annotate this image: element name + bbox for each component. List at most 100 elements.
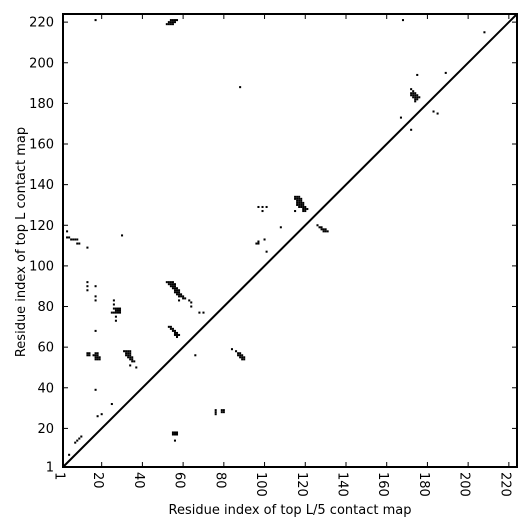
lower-point-26 <box>94 299 97 302</box>
x-tick-label: 80 <box>212 472 227 489</box>
lower-point-148 <box>241 358 244 361</box>
lower-point-125 <box>173 431 176 434</box>
upper-point-19 <box>444 71 447 74</box>
lower-point-149 <box>243 358 246 361</box>
lower-point-5 <box>96 415 99 418</box>
lower-point-195 <box>416 94 419 97</box>
lower-point-11 <box>66 230 69 233</box>
lower-point-112 <box>169 325 172 328</box>
upper-point-29 <box>322 230 325 233</box>
lower-point-103 <box>182 297 185 300</box>
lower-point-98 <box>178 293 181 296</box>
lower-point-3 <box>78 437 81 440</box>
lower-point-90 <box>175 287 179 290</box>
lower-point-133 <box>222 409 225 412</box>
lower-point-8 <box>94 388 97 391</box>
lower-point-154 <box>257 240 260 243</box>
lower-point-119 <box>173 333 176 336</box>
upper-point-31 <box>326 230 329 233</box>
y-axis-label: Residue index of top L contact map <box>14 127 29 357</box>
plot-frame <box>62 13 518 468</box>
lower-point-25 <box>94 295 97 298</box>
y-tick-label: 60 <box>37 341 54 356</box>
lower-point-194 <box>414 94 417 97</box>
lower-point-4 <box>80 435 83 438</box>
lower-point-46 <box>116 307 119 310</box>
lower-point-40 <box>96 358 99 361</box>
contact-points <box>66 19 486 456</box>
lower-point-83 <box>171 283 174 286</box>
lower-point-37 <box>96 356 99 359</box>
lower-point-145 <box>239 356 242 359</box>
lower-point-144 <box>241 354 244 357</box>
lower-point-21 <box>86 281 89 284</box>
lower-point-91 <box>173 289 176 292</box>
upper-point-2 <box>169 23 172 26</box>
x-tick-label: 160 <box>375 472 390 497</box>
lower-point-62 <box>125 352 128 355</box>
x-tick-label: 140 <box>334 472 349 497</box>
lower-point-87 <box>173 285 176 288</box>
lower-point-132 <box>220 409 223 412</box>
x-tick-label: 120 <box>294 472 309 497</box>
lower-point-24 <box>86 289 89 292</box>
lower-point-107 <box>190 301 193 304</box>
x-tick-label: 40 <box>131 472 146 489</box>
lower-point-114 <box>171 327 174 330</box>
lower-point-52 <box>112 311 115 314</box>
lower-point-200 <box>414 98 417 101</box>
lower-point-89 <box>173 287 176 290</box>
lower-point-96 <box>178 291 181 294</box>
lower-point-36 <box>94 356 97 359</box>
lower-point-79 <box>169 281 172 284</box>
lower-point-105 <box>178 299 181 302</box>
lower-point-138 <box>230 348 233 351</box>
lower-point-84 <box>173 283 176 286</box>
lower-point-109 <box>198 311 201 314</box>
lower-point-160 <box>296 195 299 198</box>
x-tick-label: 20 <box>90 472 105 489</box>
upper-point-14 <box>399 116 402 119</box>
x-tick-label: 100 <box>253 472 268 497</box>
lower-point-56 <box>114 315 117 318</box>
y-tick-label: 1 <box>46 461 54 476</box>
lower-point-172 <box>302 201 305 204</box>
lower-point-29 <box>86 354 89 357</box>
lower-point-161 <box>298 195 301 198</box>
upper-point-5 <box>169 21 172 24</box>
lower-point-6 <box>100 413 103 416</box>
lower-point-34 <box>94 354 97 357</box>
lower-point-186 <box>294 210 297 213</box>
lower-point-50 <box>118 309 122 312</box>
lower-point-157 <box>263 238 266 241</box>
lower-point-163 <box>296 197 299 200</box>
lower-point-202 <box>414 100 417 103</box>
lower-point-71 <box>129 358 132 361</box>
x-tick-label: 200 <box>457 472 472 497</box>
x-tick-label: 220 <box>497 472 512 497</box>
lower-point-70 <box>131 356 134 359</box>
lower-point-181 <box>302 208 305 211</box>
y-tick-label: 80 <box>37 300 54 315</box>
y-tick-label: 120 <box>29 219 54 234</box>
lower-point-48 <box>114 309 117 312</box>
lower-point-118 <box>175 331 179 334</box>
lower-point-178 <box>300 205 303 208</box>
upper-point-25 <box>320 226 323 229</box>
lower-point-17 <box>76 238 79 241</box>
lower-point-141 <box>239 352 242 355</box>
lower-point-179 <box>302 205 305 208</box>
lower-point-81 <box>167 283 170 286</box>
lower-point-101 <box>180 295 183 298</box>
lower-point-92 <box>175 289 179 292</box>
lower-point-158 <box>265 250 268 253</box>
lower-point-116 <box>173 329 176 332</box>
y-tick-label: 40 <box>37 381 54 396</box>
lower-point-69 <box>129 356 132 359</box>
upper-point-1 <box>167 23 170 26</box>
lower-point-173 <box>296 203 299 206</box>
lower-point-177 <box>298 205 301 208</box>
upper-point-17 <box>432 110 435 113</box>
lower-point-77 <box>165 281 168 284</box>
